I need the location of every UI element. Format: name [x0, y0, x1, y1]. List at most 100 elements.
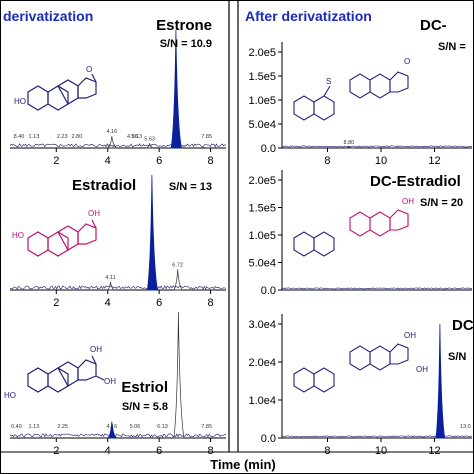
left-2-x-tick-label: 2: [53, 297, 59, 309]
left-3-x-tick-label: 8: [208, 445, 214, 457]
left-1-x-tick-label: 2: [53, 155, 59, 167]
estrone-structure-icon: O HO: [14, 65, 97, 111]
right-1-y-tick-label: 1.5e5: [248, 71, 276, 83]
right-1-x-tick-label: 10: [375, 155, 387, 167]
left-3-peak-label: 5.06: [130, 424, 141, 430]
left-3-sn-value: S/N = 5.8: [122, 401, 168, 413]
estriol-structure-icon: OH OH HO: [4, 345, 116, 400]
right-2-y-tick-label: 2.0e5: [248, 175, 276, 187]
svg-text:OH: OH: [90, 345, 102, 354]
dc-estrone-structure-icon: S O: [293, 57, 410, 121]
left-3-peak-label: 6.13: [157, 424, 168, 430]
left-2-x-tick-label: 6: [156, 297, 162, 309]
left-3-x-tick-label: 2: [53, 445, 59, 457]
left-3-x-tick-label: 4: [105, 445, 111, 457]
right-3-y-tick-label: 1.0e4: [248, 395, 276, 407]
left-1-peak-2: [146, 143, 154, 149]
x-axis-label: Time (min): [210, 457, 276, 472]
right-3-x-tick-label: 8: [324, 445, 330, 457]
svg-text:OH: OH: [404, 331, 416, 340]
right-1-title: DC-: [420, 17, 447, 34]
left-2-sn-value: S/N = 13: [169, 181, 212, 193]
svg-text:HO: HO: [14, 97, 26, 106]
left-1-x-tick-label: 8: [208, 155, 214, 167]
left-1-baseline-trace: [9, 143, 226, 148]
svg-text:HO: HO: [12, 231, 24, 240]
left-1-peak-label: 8.40: [14, 134, 25, 140]
dc-estradiol-structure-icon: OH: [293, 197, 414, 257]
left-1-peak-label: 4.96: [127, 134, 138, 140]
left-3-peak-label: 7.85: [201, 424, 212, 430]
svg-text:HO: HO: [4, 391, 16, 400]
left-3-peak-label: 2.25: [57, 424, 68, 430]
right-3-title: DC: [452, 317, 474, 334]
left-2-baseline-trace: [10, 285, 227, 290]
left-3-x-tick-label: 6: [156, 445, 162, 457]
left-2-peak-1: [173, 269, 184, 291]
left-header: derivatization: [3, 8, 93, 24]
left-1-peak-label: 2.80: [71, 134, 82, 140]
svg-text:OH: OH: [104, 377, 116, 386]
left-2-title: Estradiol: [72, 177, 136, 194]
svg-text:OH: OH: [416, 365, 428, 374]
left-2-x-tick-label: 8: [208, 297, 214, 309]
right-1-y-tick-label: 1.0e5: [248, 95, 276, 107]
left-1-peak-label: 7.85: [201, 134, 212, 140]
right-3-x-tick-label: 10: [375, 445, 387, 457]
right-3-sn-value: S/N: [448, 351, 466, 363]
svg-text:OH: OH: [88, 209, 100, 218]
right-3-y-tick-label: 3.0e4: [248, 319, 276, 331]
right-2-y-tick-label: 1.5e5: [248, 203, 276, 215]
svg-text:O: O: [86, 65, 92, 74]
right-1-baseline-trace: [281, 145, 473, 148]
right-1-y-tick-label: 5.0e4: [248, 119, 276, 131]
left-2-peak-0: [146, 174, 158, 291]
left-3-peak-1: [107, 421, 118, 439]
left-3-peak-label: 4.16: [106, 424, 117, 430]
left-2-x-tick-label: 4: [105, 297, 111, 309]
right-2-title: DC-Estradiol: [370, 173, 461, 190]
left-1-title: Estrone: [156, 17, 212, 34]
left-3-peak-label: 1.13: [29, 424, 40, 430]
left-3-peak-0: [173, 311, 185, 439]
right-3-y-tick-label: 2.0e4: [248, 357, 276, 369]
left-1-peak-label: 5.13: [131, 134, 142, 140]
left-1-peak-0: [170, 29, 182, 149]
right-2-y-tick-label: 0.0: [261, 285, 276, 297]
panels-group: 2 4 6 8 8.40 1.13 2.23 2.80 4.16 4.965.13 5.63 7.85…: [9, 17, 474, 457]
left-1-peak-label: 5.63: [144, 136, 155, 142]
right-3-x-tick-label: 12: [428, 445, 440, 457]
right-1-y-tick-label: 0.0: [261, 143, 276, 155]
left-3-title: Estriol: [121, 379, 168, 396]
left-1-x-tick-label: 6: [156, 155, 162, 167]
right-1-y-tick-label: 2.0e5: [248, 47, 276, 59]
left-1-peak-label: 4.16: [106, 129, 117, 135]
left-2-peak-label: 4.11: [105, 275, 115, 281]
right-3-peak-0: [435, 323, 446, 439]
left-1-peak-1: [107, 136, 118, 149]
left-1-x-tick-label: 4: [105, 155, 111, 167]
svg-text:S: S: [326, 77, 331, 86]
right-1-x-tick-label: 12: [428, 155, 440, 167]
left-3-peak-label: 0.40: [11, 424, 22, 430]
estradiol-structure-icon: OH HO: [12, 209, 100, 257]
left-1-peak-label: 2.23: [57, 134, 68, 140]
right-header: After derivatization: [245, 8, 372, 24]
right-1-sn-value: S/N =: [438, 41, 466, 53]
right-3-peak-label: 13.0: [460, 424, 471, 430]
right-1-peak-label: 8.80: [344, 140, 355, 146]
right-1-x-tick-label: 8: [324, 155, 330, 167]
right-2-sn-value: S/N = 20: [420, 197, 463, 209]
right-2-y-tick-label: 1.0e5: [248, 230, 276, 242]
left-3-baseline-trace: [9, 433, 227, 438]
left-2-peak-2: [106, 281, 116, 291]
right-2-y-tick-label: 5.0e4: [248, 258, 276, 270]
right-1-peak-0: [344, 146, 354, 149]
dc-estriol-structure-icon: OH OH: [293, 331, 428, 393]
right-3-y-tick-label: 0.0: [261, 433, 276, 445]
left-2-peak-label: 6.72: [172, 262, 183, 268]
left-1-sn-value: S/N = 10.9: [160, 38, 212, 50]
left-1-peak-label: 1.13: [29, 134, 40, 140]
